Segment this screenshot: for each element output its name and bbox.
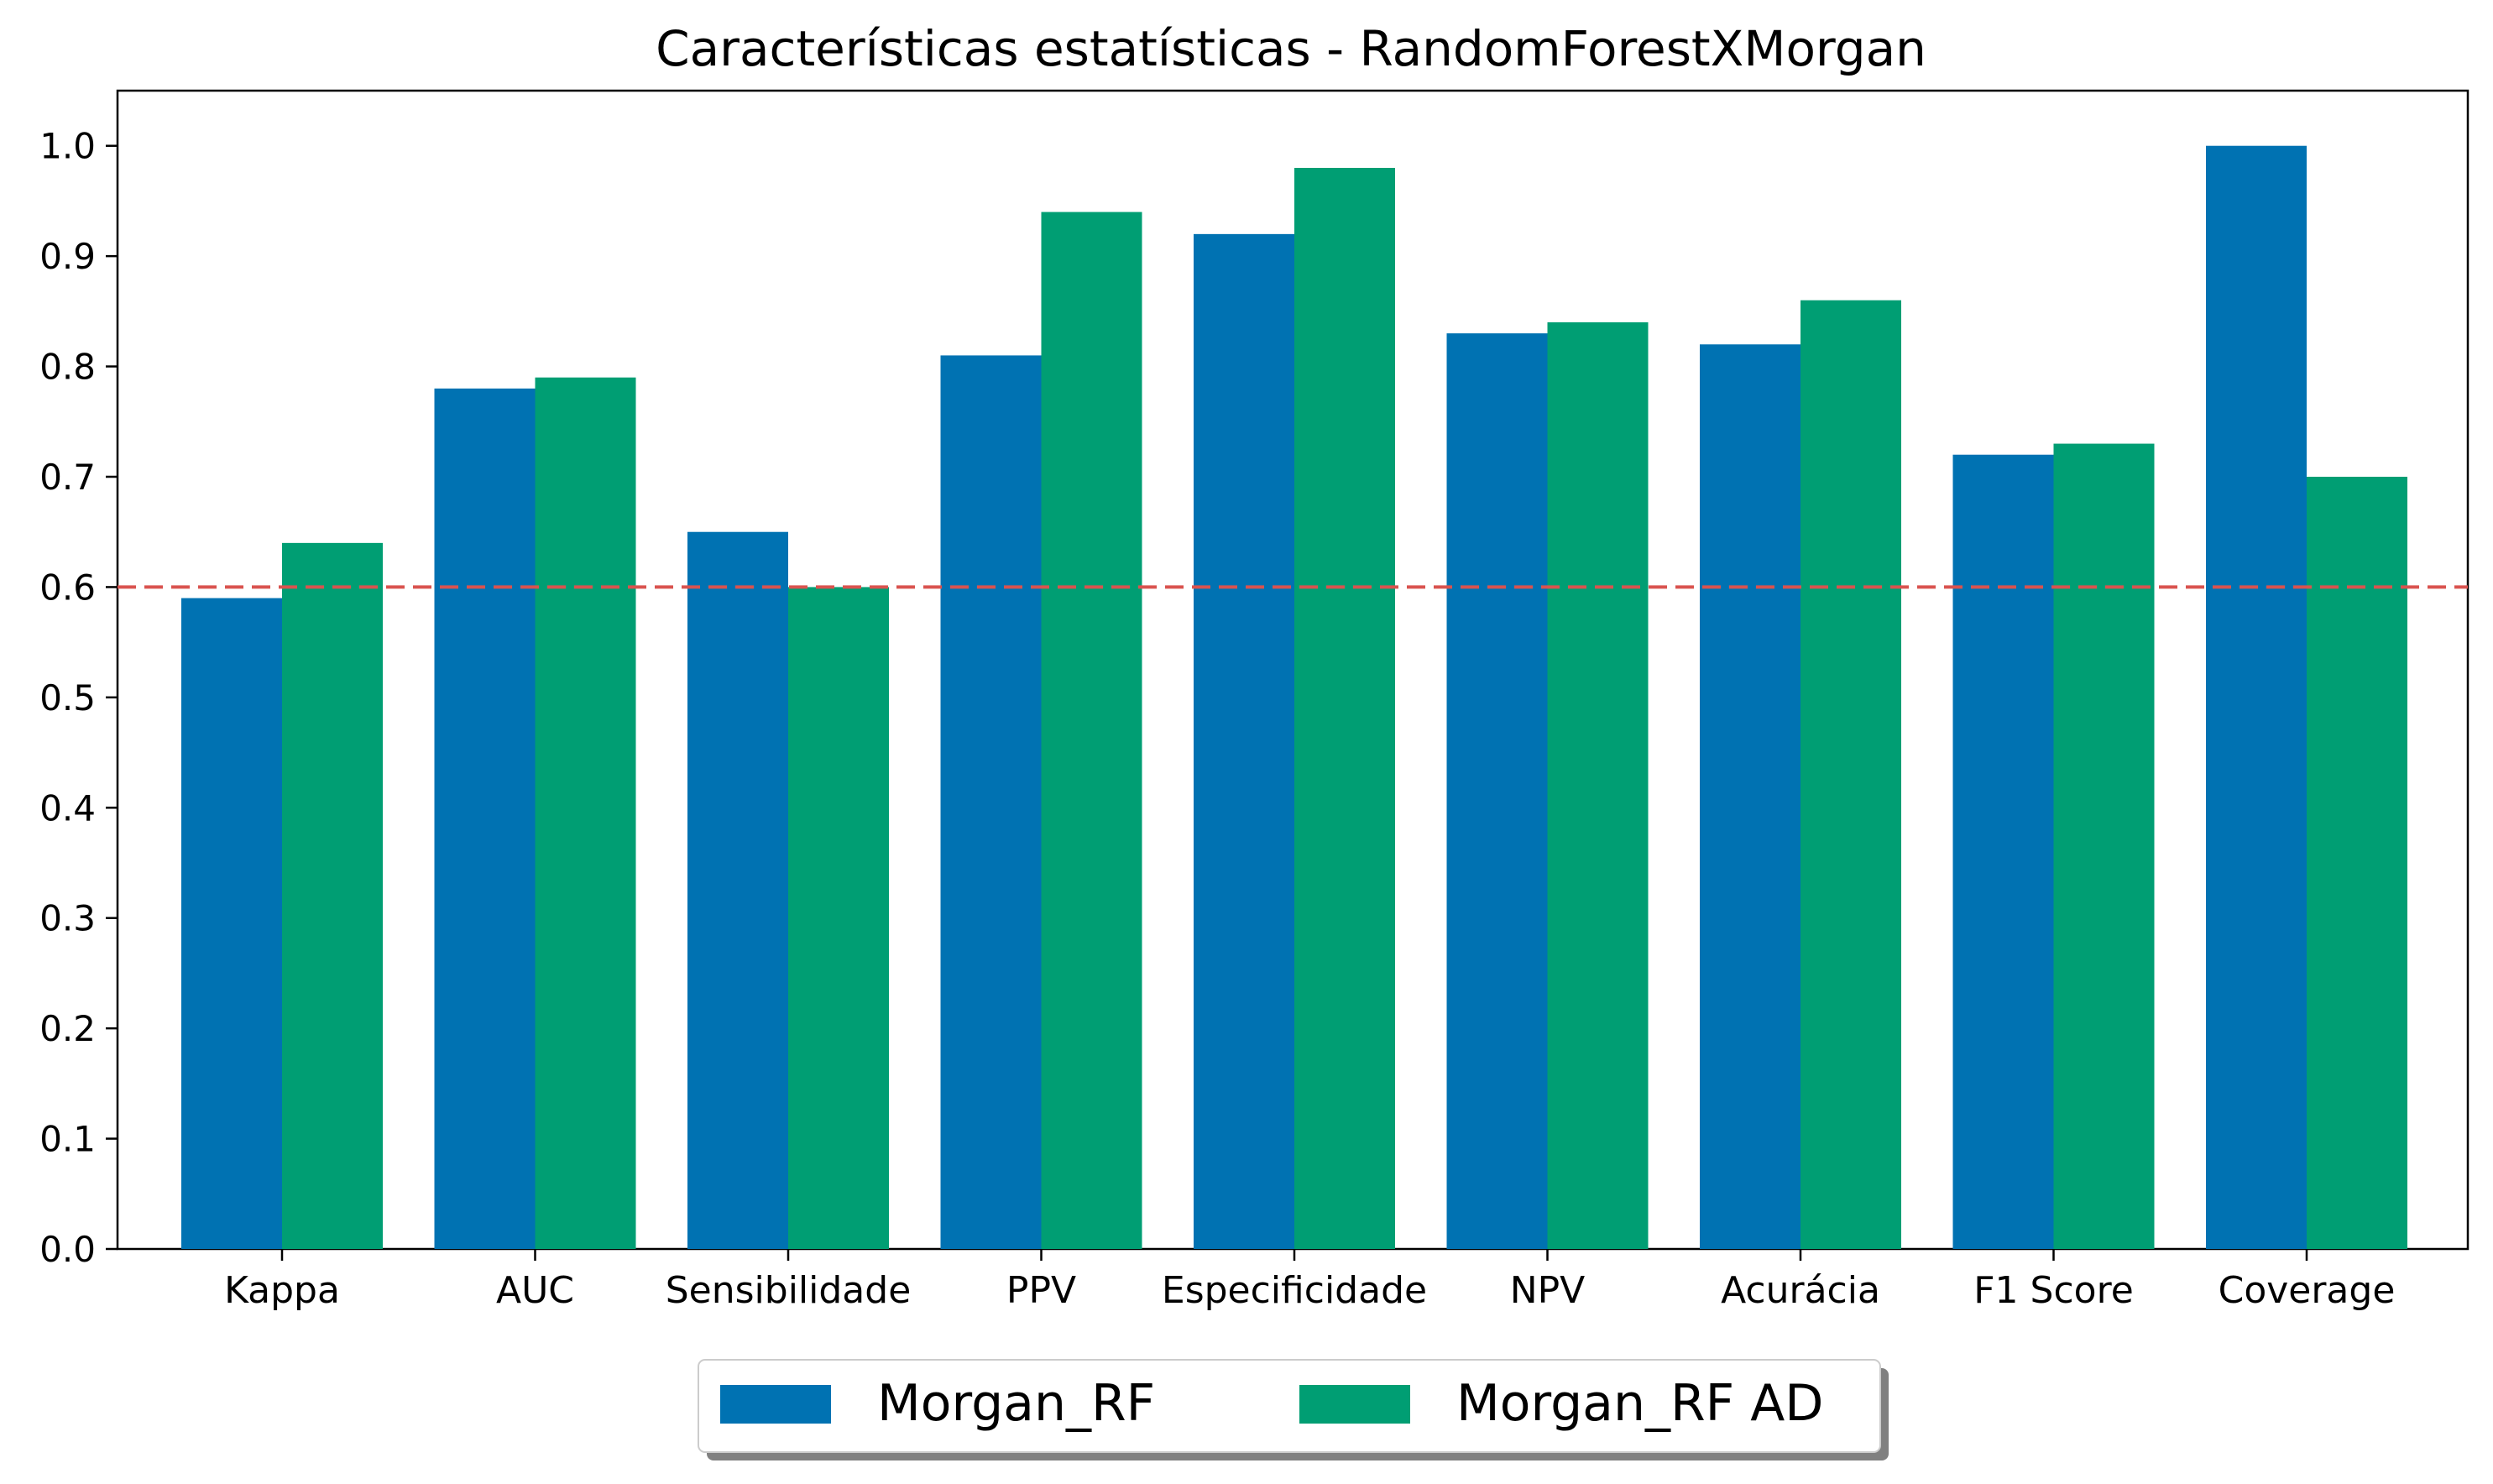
bar-morgan-rf-ad-sensibilidade xyxy=(788,587,889,1249)
bar-morgan-rf-ad-auc xyxy=(535,377,636,1249)
legend-box xyxy=(698,1359,1881,1453)
bar-morgan-rf-coverage xyxy=(2206,145,2307,1250)
x-tick-label-sensibilidade: Sensibilidade xyxy=(666,1269,912,1312)
x-tick-label-f1-score: F1 Score xyxy=(1973,1269,2134,1312)
y-tick-label: 0.0 xyxy=(39,1229,96,1270)
bar-morgan-rf-ad-acuracia xyxy=(1800,300,1901,1249)
legend-label-morgan-rf: Morgan_RF xyxy=(877,1374,1155,1433)
legend-label-morgan-rf-ad: Morgan_RF AD xyxy=(1456,1374,1824,1433)
chart-title: Características estatísticas - RandomFor… xyxy=(656,20,1926,77)
x-tick-label-especificidade: Especificidade xyxy=(1162,1269,1427,1312)
bar-morgan-rf-ad-kappa xyxy=(282,542,383,1249)
y-tick-label: 0.3 xyxy=(39,898,96,939)
y-axis: 0.0 0.1 0.2 0.3 0.4 0.5 0.6 0.7 0.8 0.9 1.0 xyxy=(39,126,118,1270)
bar-morgan-rf-ppv xyxy=(940,355,1042,1249)
bar-morgan-rf-npv xyxy=(1446,333,1548,1250)
legend-swatch-morgan-rf-ad xyxy=(1299,1385,1410,1424)
x-axis: Kappa AUC Sensibilidade PPV Especificidade NP… xyxy=(224,1249,2395,1312)
y-tick-label: 0.8 xyxy=(39,347,96,388)
bar-morgan-rf-auc xyxy=(434,388,536,1249)
y-tick-label: 0.7 xyxy=(39,457,96,498)
x-tick-label-npv: NPV xyxy=(1510,1269,1586,1312)
bar-morgan-rf-f1-score xyxy=(1952,454,2054,1249)
y-tick-label: 0.2 xyxy=(39,1008,96,1049)
bar-morgan-rf-sensibilidade xyxy=(687,531,788,1249)
bar-morgan-rf-acuracia xyxy=(1700,344,1800,1250)
x-tick-label-kappa: Kappa xyxy=(224,1269,340,1312)
bar-morgan-rf-ad-npv xyxy=(1547,322,1649,1249)
bar-morgan-rf-kappa xyxy=(181,598,282,1249)
bars-group xyxy=(181,145,2407,1250)
x-tick-label-coverage: Coverage xyxy=(2219,1269,2396,1312)
bar-morgan-rf-ad-ppv xyxy=(1041,212,1142,1250)
bar-morgan-rf-ad-coverage xyxy=(2307,477,2407,1249)
y-tick-label: 0.9 xyxy=(39,236,96,277)
y-tick-label: 0.1 xyxy=(39,1119,96,1160)
x-tick-label-ppv: PPV xyxy=(1006,1269,1076,1312)
y-tick-label: 0.4 xyxy=(39,787,96,828)
legend-swatch-morgan-rf xyxy=(720,1385,831,1424)
bar-morgan-rf-ad-especificidade xyxy=(1294,168,1395,1249)
x-tick-label-acuracia: Acurácia xyxy=(1721,1269,1880,1312)
bar-morgan-rf-especificidade xyxy=(1194,233,1294,1249)
y-tick-label: 1.0 xyxy=(39,126,96,167)
legend: Morgan_RF Morgan_RF AD xyxy=(698,1359,1889,1460)
y-tick-label: 0.6 xyxy=(39,567,96,608)
x-tick-label-auc: AUC xyxy=(496,1269,574,1312)
y-tick-label: 0.5 xyxy=(39,677,96,718)
bar-morgan-rf-ad-f1-score xyxy=(2053,443,2155,1249)
